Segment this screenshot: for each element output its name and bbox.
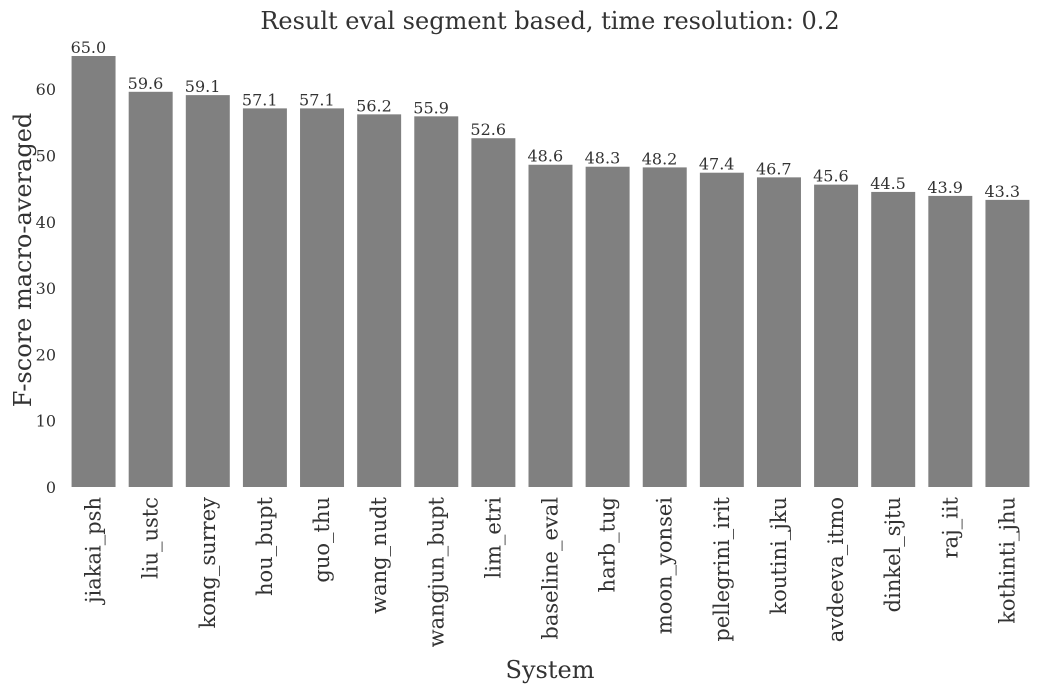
data-label: 59.1 <box>185 77 221 96</box>
data-label: 57.1 <box>242 90 278 109</box>
bar-koutini_jku <box>756 177 801 487</box>
data-label: 44.5 <box>870 174 906 193</box>
data-label: 46.7 <box>756 159 792 178</box>
y-tick-label: 20 <box>36 345 56 364</box>
data-label: 52.6 <box>470 120 506 139</box>
x-tick-label: guo_thu <box>310 497 334 583</box>
bar-baseline_eval <box>528 164 573 487</box>
x-tick-label: koutini_jku <box>767 497 791 615</box>
data-label: 43.3 <box>984 182 1020 201</box>
x-axis-label: System <box>506 656 595 684</box>
x-tick-label: hou_bupt <box>253 496 277 596</box>
x-tick-label: jiakai_psh <box>82 497 106 606</box>
y-tick-label: 0 <box>46 478 56 497</box>
y-tick-label: 50 <box>36 146 56 165</box>
x-tick-label: baseline_eval <box>539 497 563 640</box>
x-tick-label: pellegrini_irit <box>710 496 734 641</box>
x-tick-label: avdeeva_itmo <box>824 497 848 642</box>
bar-lim_etri <box>471 138 516 487</box>
data-label: 65.0 <box>71 38 107 57</box>
data-label: 48.3 <box>585 149 621 168</box>
x-tick-label: kothinti_jhu <box>995 497 1019 624</box>
bars <box>71 56 1030 488</box>
x-tick-label: lim_etri <box>481 497 505 579</box>
x-tick-label: moon_yonsei <box>653 497 677 634</box>
bar-wang_nudt <box>357 114 402 487</box>
x-tick-label: liu_ustc <box>139 497 163 579</box>
data-label: 43.9 <box>927 178 963 197</box>
data-label: 57.1 <box>299 90 335 109</box>
bar-dinkel_sjtu <box>871 191 916 487</box>
chart-title: Result eval segment based, time resoluti… <box>260 7 839 35</box>
data-label: 47.4 <box>699 155 735 174</box>
bar-jiakai_psh <box>71 56 116 487</box>
data-label: 59.6 <box>128 74 164 93</box>
bar-moon_yonsei <box>642 167 687 488</box>
data-label: 48.2 <box>642 149 678 168</box>
data-label: 56.2 <box>356 96 392 115</box>
bar-avdeeva_itmo <box>814 184 859 488</box>
x-tick-label: kong_surrey <box>196 497 220 629</box>
x-tick-label: harb_tug <box>596 497 620 592</box>
x-axis-ticks: jiakai_psh liu_ustc kong_surrey hou_bupt guo… <box>82 496 1020 647</box>
x-tick-label: wang_nudt <box>367 496 391 613</box>
bar-wangjun_bupt <box>414 116 459 487</box>
bar-liu_ustc <box>128 91 173 487</box>
y-tick-label: 30 <box>36 279 56 298</box>
bar-kong_surrey <box>185 95 230 488</box>
data-labels: 65.0 59.6 59.1 57.1 57.1 56.2 55.9 52.6 48.6 48.3… <box>71 38 1021 201</box>
bar-hou_bupt <box>242 108 287 487</box>
bar-guo_thu <box>300 108 345 487</box>
x-tick-label: wangjun_bupt <box>424 496 448 647</box>
x-tick-label: raj_iit <box>938 496 962 558</box>
bar-harb_tug <box>585 166 630 488</box>
y-axis-label: F-score macro-averaged <box>9 113 37 408</box>
bar-kothinti_jhu <box>985 199 1030 487</box>
y-tick-label: 40 <box>36 213 56 232</box>
y-tick-label: 10 <box>36 412 56 431</box>
data-label: 48.6 <box>528 147 564 166</box>
y-tick-label: 60 <box>36 80 56 99</box>
data-label: 45.6 <box>813 167 849 186</box>
bar-raj_iit <box>928 195 973 487</box>
data-label: 55.9 <box>413 98 449 117</box>
y-axis-ticks: 0 10 20 30 40 50 60 <box>36 80 56 497</box>
bar-pellegrini_irit <box>699 172 744 487</box>
x-tick-label: dinkel_sjtu <box>881 497 905 612</box>
